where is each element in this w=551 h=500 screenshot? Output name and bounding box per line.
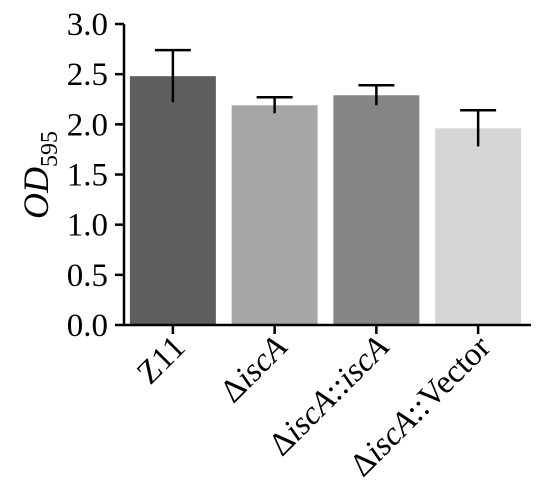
y-axis-label: OD595 (16, 131, 63, 219)
bar (435, 128, 522, 325)
x-tick-label: ΔiscA (214, 329, 295, 410)
y-tick-label: 1.5 (67, 158, 108, 194)
bar (333, 95, 420, 325)
y-tick-label: 2.5 (67, 57, 108, 93)
x-tick-label: Z11 (130, 329, 192, 391)
y-tick-label: 2.0 (67, 107, 108, 143)
error-bars (154, 48, 497, 147)
y-ticks: 0.0 0.5 1.0 1.5 2.0 2.5 3.0 (67, 7, 124, 344)
y-tick-label: 3.0 (67, 7, 108, 43)
y-tick-label: 0.0 (67, 308, 108, 344)
bars (129, 76, 522, 326)
bar (231, 105, 318, 326)
y-tick-label: 0.5 (67, 258, 108, 294)
bar (129, 76, 216, 325)
y-tick-label: 1.0 (67, 208, 108, 244)
